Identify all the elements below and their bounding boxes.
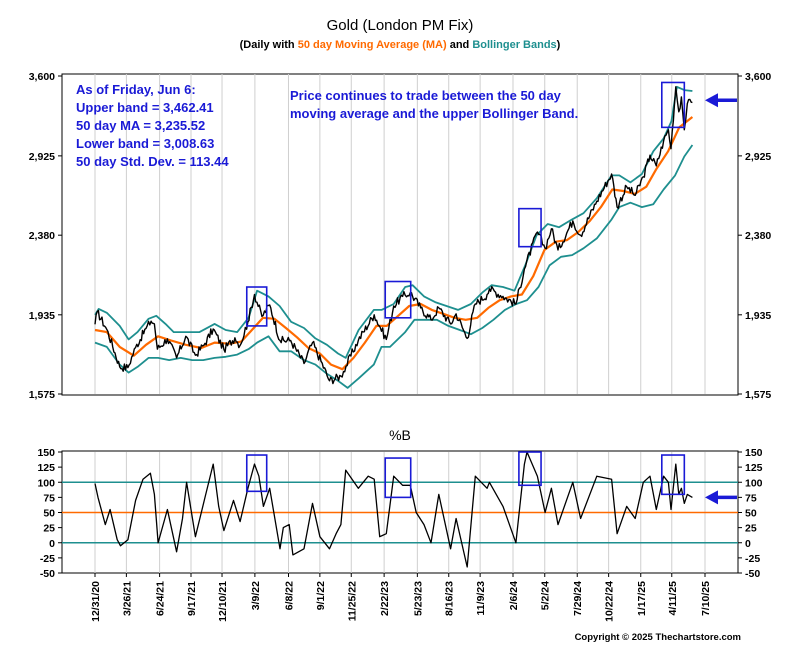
x-tick-label: 10/22/24 (604, 581, 616, 622)
x-tick-label: 7/10/25 (700, 581, 712, 616)
pctb-y-label-right: 25 (745, 523, 757, 535)
pctb-y-label-left: 0 (49, 538, 55, 550)
pctb-y-label-left: 75 (43, 492, 55, 504)
price-highlight-boxes (245, 81, 686, 327)
pctb-y-label-right: -25 (745, 553, 760, 565)
x-tick-label: 11/25/22 (346, 581, 358, 621)
x-tick-label: 6/24/21 (155, 581, 167, 616)
price-series (94, 85, 694, 389)
price-y-label-left: 2,380 (29, 230, 55, 242)
ma-line (94, 116, 694, 371)
info-line-stdev: 50 day Std. Dev. = 113.44 (76, 154, 229, 169)
pctb-y-label-left: -25 (40, 553, 55, 565)
subtitle-middle: and (447, 39, 473, 51)
x-tick-label: 12/10/21 (217, 581, 229, 622)
price-y-label-left: 1,935 (29, 310, 55, 322)
pctb-highlight-box (518, 451, 542, 487)
pctb-y-label-right: 0 (745, 538, 751, 550)
pctb-y-label-right: -50 (745, 568, 760, 580)
info-line-ma: 50 day MA = 3,235.52 (76, 118, 205, 133)
price-arrow-icon (705, 93, 737, 108)
gold-price-line (94, 86, 693, 385)
price-y-label-right: 3,600 (745, 71, 771, 83)
subtitle-suffix: ) (557, 39, 561, 51)
price-highlight-box (245, 286, 268, 327)
pctb-series (94, 451, 693, 568)
price-panel-frame (61, 73, 739, 396)
price-arrow-head (705, 93, 718, 108)
x-tick-label: 2/22/23 (379, 581, 391, 616)
price-y-label-right: 2,380 (745, 230, 771, 242)
price-y-label-left: 1,575 (29, 389, 55, 401)
upper-band-line (94, 85, 693, 359)
pctb-highlight-box (245, 454, 268, 493)
x-tick-label: 7/29/24 (572, 581, 584, 616)
price-highlight-box (660, 81, 686, 129)
pctb-y-label-right: 100 (745, 477, 763, 489)
subtitle-bb: Bollinger Bands (472, 39, 556, 51)
x-tick-label: 5/23/23 (412, 581, 424, 616)
price-y-label-left: 2,925 (29, 151, 55, 163)
info-line-upper: Upper band = 3,462.41 (76, 100, 214, 115)
annotation-line-2: moving average and the upper Bollinger B… (290, 106, 578, 121)
pctb-y-label-left: 25 (43, 523, 55, 535)
pctb-y-label-right: 50 (745, 508, 757, 520)
price-highlight-box (384, 280, 412, 319)
price-y-label-left: 3,600 (29, 71, 55, 83)
pctb-y-label-left: -50 (40, 568, 55, 580)
subtitle-prefix: (Daily with (240, 39, 298, 51)
copyright: Copyright © 2025 Thechartstore.com (575, 632, 741, 643)
price-y-label-right: 1,935 (745, 310, 771, 322)
price-y-ticks: 1,575 1,575 1,935 1,935 2,380 2,380 2,925 2,925… (29, 71, 772, 401)
x-tick-label: 4/11/25 (667, 581, 679, 616)
pctb-highlight-boxes (245, 451, 686, 499)
x-tick-label: 3/26/21 (121, 581, 133, 616)
pctb-y-ticks: 150 150 125 125 100 100 75 75 50 50 25 25 0 0 -25 -25 -5… (37, 447, 762, 580)
pctb-highlight-box (660, 454, 686, 496)
x-tick-label: 11/9/23 (475, 581, 487, 616)
x-tick-label: 8/16/23 (444, 581, 456, 616)
x-tick-label: 2/6/24 (508, 581, 520, 610)
x-tick-label: 12/31/20 (90, 581, 102, 622)
pctb-title: %B (389, 427, 411, 443)
x-axis-labels: 12/31/20 3/26/21 6/24/21 9/17/21 12/10/21 3/9… (90, 573, 712, 622)
pctb-y-label-left: 50 (43, 508, 55, 520)
pctb-arrow-head (705, 490, 718, 505)
pctb-y-label-right: 150 (745, 447, 763, 459)
info-line-lower: Lower band = 3,008.63 (76, 136, 214, 151)
pctb-y-label-right: 75 (745, 492, 757, 504)
info-line-date: As of Friday, Jun 6: (76, 82, 196, 97)
pctb-y-label-left: 125 (37, 462, 55, 474)
x-tick-label: 9/1/22 (315, 581, 327, 610)
pctb-arrow-icon (705, 490, 737, 505)
x-tick-label: 5/2/24 (540, 581, 552, 610)
pctb-highlight-box (384, 457, 412, 499)
price-y-label-right: 2,925 (745, 151, 771, 163)
annotation-line-1: Price continues to trade between the 50 … (290, 88, 562, 103)
price-grid (94, 74, 706, 394)
annotation: Price continues to trade between the 50 … (290, 88, 578, 121)
chart-title: Gold (London PM Fix) (327, 17, 474, 34)
lower-band-line (94, 144, 694, 389)
chart-subtitle: (Daily with 50 day Moving Average (MA) a… (240, 39, 561, 51)
subtitle-ma: 50 day Moving Average (MA) (298, 39, 447, 51)
info-box: As of Friday, Jun 6: Upper band = 3,462.… (76, 82, 229, 169)
price-highlight-box (518, 207, 542, 248)
pctb-y-label-left: 100 (37, 477, 55, 489)
x-tick-label: 3/9/22 (250, 581, 262, 610)
pctb-line (94, 451, 693, 568)
pctb-y-label-right: 125 (745, 462, 763, 474)
x-tick-label: 1/17/25 (636, 581, 648, 616)
x-tick-label: 6/8/22 (283, 581, 295, 610)
x-tick-label: 9/17/21 (186, 581, 198, 616)
pctb-y-label-left: 150 (37, 447, 55, 459)
price-y-label-right: 1,575 (745, 389, 771, 401)
